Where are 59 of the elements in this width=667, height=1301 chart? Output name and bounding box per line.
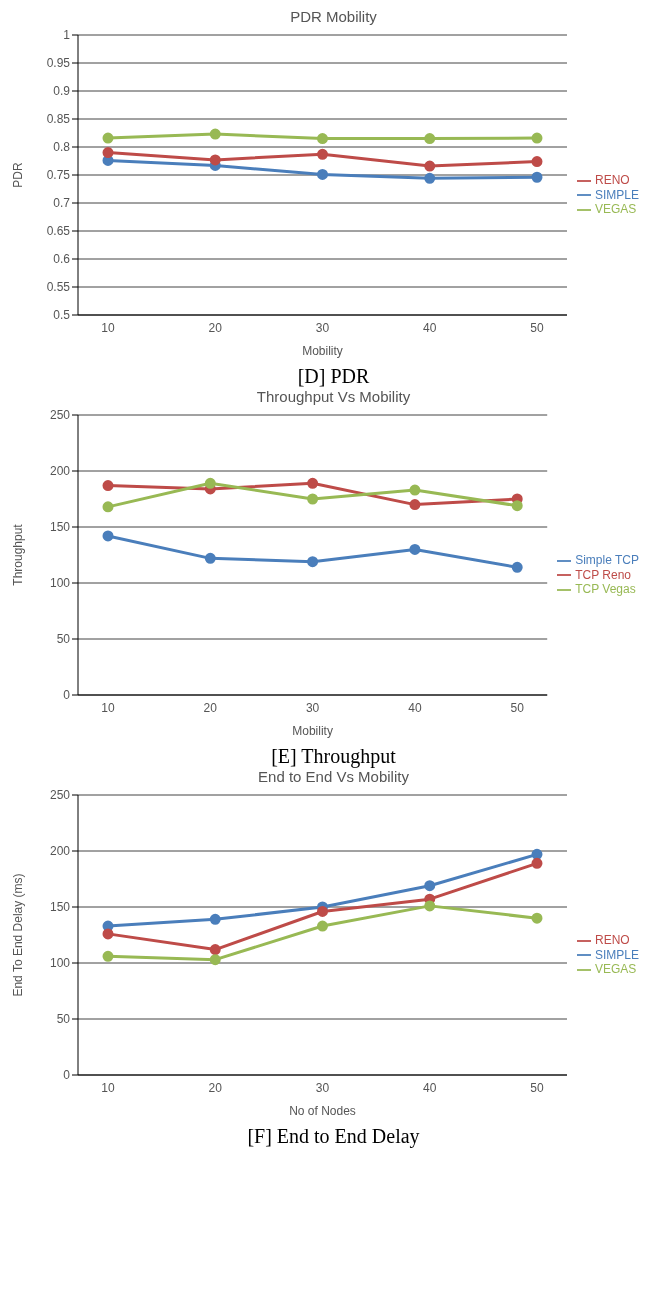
y-tick-label: 200 (49, 464, 71, 479)
y-tick-label: 0.5 (53, 308, 71, 323)
x-tick-label: 30 (315, 1080, 330, 1095)
x-tick-label: 40 (408, 700, 422, 715)
text: [E] Throughput (270, 745, 397, 768)
y-tick-label: 100 (49, 956, 71, 971)
x-tick-label: 50 (530, 320, 544, 335)
y-tick-label: 100 (49, 576, 71, 591)
y-tick-label: 50 (56, 632, 71, 647)
y-tick-label: 1 (63, 28, 71, 43)
y-tick-label: 0.65 (46, 224, 71, 239)
x-tick-label: 40 (423, 320, 437, 335)
y-tick-label: 0.7 (53, 196, 71, 211)
x-tick-label: 10 (101, 320, 115, 335)
x-axis-title: No of Nodes (289, 1104, 356, 1118)
x-axis-title: Mobility (302, 344, 343, 358)
y-tick-label: 0.95 (46, 56, 71, 71)
y-tick-label: 0.75 (46, 168, 71, 183)
y-axis-title: End To End Delay (ms) (11, 873, 26, 997)
y-tick-label: 250 (49, 408, 71, 423)
x-tick-label: 20 (208, 320, 223, 335)
y-tick-label: 0.8 (53, 140, 71, 155)
x-tick-label: 30 (305, 700, 320, 715)
legend-label: Simple TCP (575, 552, 639, 567)
x-tick-label: 10 (101, 1080, 115, 1095)
x-tick-label: 20 (203, 700, 218, 715)
y-axis-title: Throughput (11, 523, 26, 586)
x-tick-label: 30 (315, 320, 330, 335)
y-tick-label: 0.55 (46, 280, 71, 295)
y-tick-label: 150 (49, 900, 71, 915)
y-tick-label: 0.6 (53, 252, 71, 267)
chart-title: PDR Mobility (289, 8, 378, 25)
legend-label: TCP Reno (575, 567, 632, 582)
y-tick-label: 50 (56, 1012, 71, 1027)
legend-label: VEGAS (594, 202, 637, 217)
y-tick-label: 0 (63, 688, 71, 703)
x-tick-label: 50 (510, 700, 525, 715)
text: [F] End to End Delay (246, 1125, 421, 1148)
x-tick-label: 40 (423, 1080, 437, 1095)
legend-label: SIMPLE (594, 187, 639, 202)
chart-title: End to End Vs Mobility (257, 768, 410, 785)
x-axis-title: Mobility (292, 724, 333, 738)
text: [D] PDR (296, 365, 371, 388)
y-tick-label: 150 (49, 520, 71, 535)
y-tick-label: 0.9 (53, 84, 71, 99)
y-tick-label: 250 (49, 788, 71, 803)
legend-label: VEGAS (594, 962, 637, 977)
x-tick-label: 10 (101, 700, 115, 715)
x-tick-label: 50 (530, 1080, 544, 1095)
legend-label: RENO (594, 172, 630, 187)
legend-label: RENO (594, 932, 630, 947)
y-tick-label: 0 (63, 1068, 71, 1083)
y-tick-label: 200 (49, 844, 71, 859)
y-tick-label: 0.85 (46, 112, 71, 127)
y-axis-title: PDR (11, 162, 26, 188)
legend-label: TCP Vegas (575, 582, 636, 597)
legend-label: SIMPLE (594, 947, 639, 962)
chart-title: Throughput Vs Mobility (255, 388, 412, 405)
x-tick-label: 20 (208, 1080, 223, 1095)
